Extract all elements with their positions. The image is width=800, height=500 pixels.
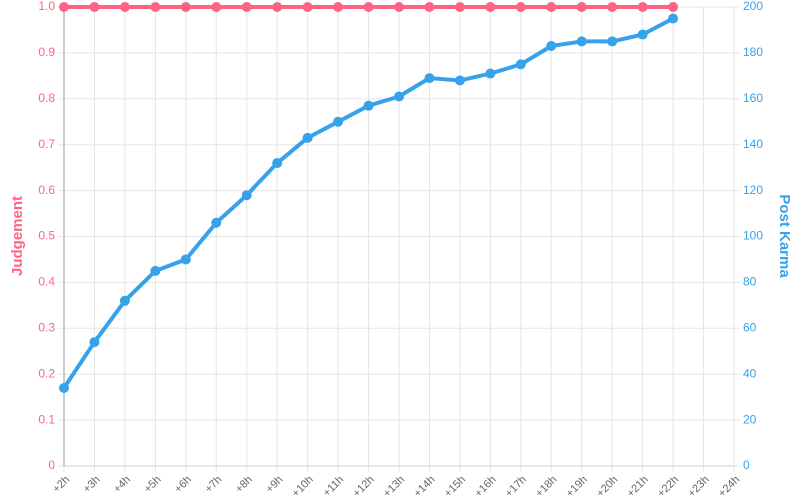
y2-tick-label: 40 — [743, 366, 757, 380]
y2-tick-label: 60 — [743, 320, 757, 334]
x-tick-label: +12h — [351, 474, 377, 500]
y2-tick-label: 0 — [743, 458, 750, 472]
y2-axis-title: Post Karma — [776, 194, 793, 278]
point — [59, 382, 69, 393]
x-tick-label: +9h — [264, 474, 286, 496]
point — [454, 2, 465, 12]
point — [515, 59, 526, 70]
point — [241, 190, 252, 201]
point — [119, 295, 130, 306]
x-tick-label: +24h — [716, 474, 742, 500]
point — [89, 337, 100, 348]
x-tick-label: +18h — [533, 474, 559, 500]
y2-tick-label: 80 — [743, 275, 757, 289]
point — [668, 13, 679, 24]
point — [211, 2, 222, 12]
y-tick-label: 0 — [48, 458, 55, 472]
x-tick-label: +13h — [381, 474, 407, 500]
x-tick-label: +14h — [412, 474, 438, 500]
point — [119, 2, 130, 12]
y-tick-label: 0.3 — [38, 320, 55, 334]
x-tick-label: +10h — [290, 474, 316, 500]
point — [150, 2, 161, 12]
point — [211, 217, 222, 228]
point — [637, 29, 648, 40]
x-tick-label: +17h — [503, 474, 529, 500]
point — [59, 2, 69, 12]
point — [668, 2, 679, 12]
x-tick-label: +19h — [564, 474, 590, 500]
x-tick-label: +3h — [81, 474, 103, 496]
point — [607, 36, 618, 47]
point — [546, 41, 557, 52]
x-tick-label: +23h — [686, 474, 712, 500]
point — [302, 132, 313, 143]
y-axis-title: Judgement — [9, 196, 26, 276]
x-tick-label: +15h — [442, 474, 468, 500]
point — [485, 2, 496, 12]
point — [515, 2, 526, 12]
x-tick-label: +20h — [594, 474, 620, 500]
point — [180, 254, 191, 265]
x-tick-label: +11h — [321, 474, 346, 499]
y-tick-label: 0.2 — [38, 366, 55, 380]
point — [637, 2, 648, 12]
point — [424, 2, 435, 12]
y-tick-label: 0.7 — [38, 137, 55, 151]
point — [424, 73, 435, 84]
x-tick-label: +6h — [172, 474, 194, 496]
x-tick-label: +22h — [655, 474, 681, 500]
point — [607, 2, 618, 12]
y2-tick-label: 160 — [743, 91, 763, 105]
point — [454, 75, 465, 86]
point — [546, 2, 557, 12]
x-tick-label: +16h — [473, 474, 499, 500]
point — [272, 2, 283, 12]
y-tick-label: 1.0 — [38, 0, 55, 13]
point — [576, 36, 587, 47]
point — [394, 91, 404, 102]
y2-tick-label: 140 — [743, 137, 763, 151]
y-tick-label: 0.6 — [38, 183, 55, 197]
y-tick-label: 0.4 — [38, 275, 55, 289]
y-tick-label: 0.9 — [38, 45, 55, 59]
point — [333, 2, 344, 12]
x-tick-label: +4h — [111, 474, 133, 496]
point — [302, 2, 313, 12]
point — [363, 2, 374, 12]
point — [180, 2, 191, 12]
y2-tick-label: 20 — [743, 412, 757, 426]
x-tick-label: +21h — [625, 474, 651, 500]
point — [150, 265, 161, 276]
y-tick-label: 0.1 — [38, 412, 55, 426]
point — [272, 158, 283, 169]
point — [333, 116, 344, 127]
point — [89, 2, 100, 12]
x-tick-label: +5h — [142, 474, 164, 496]
point — [241, 2, 252, 12]
x-tick-label: +7h — [203, 474, 225, 496]
y2-tick-label: 200 — [743, 0, 763, 13]
point — [576, 2, 587, 12]
x-tick-label: +2h — [50, 474, 72, 496]
x-tick-label: +8h — [233, 474, 255, 496]
y2-tick-label: 100 — [743, 229, 763, 243]
point — [394, 2, 404, 12]
point — [363, 100, 374, 111]
point — [485, 68, 496, 79]
y-tick-label: 0.8 — [38, 91, 55, 105]
y-tick-label: 0.5 — [38, 229, 55, 243]
y2-tick-label: 180 — [743, 45, 763, 59]
y2-tick-label: 120 — [743, 183, 763, 197]
